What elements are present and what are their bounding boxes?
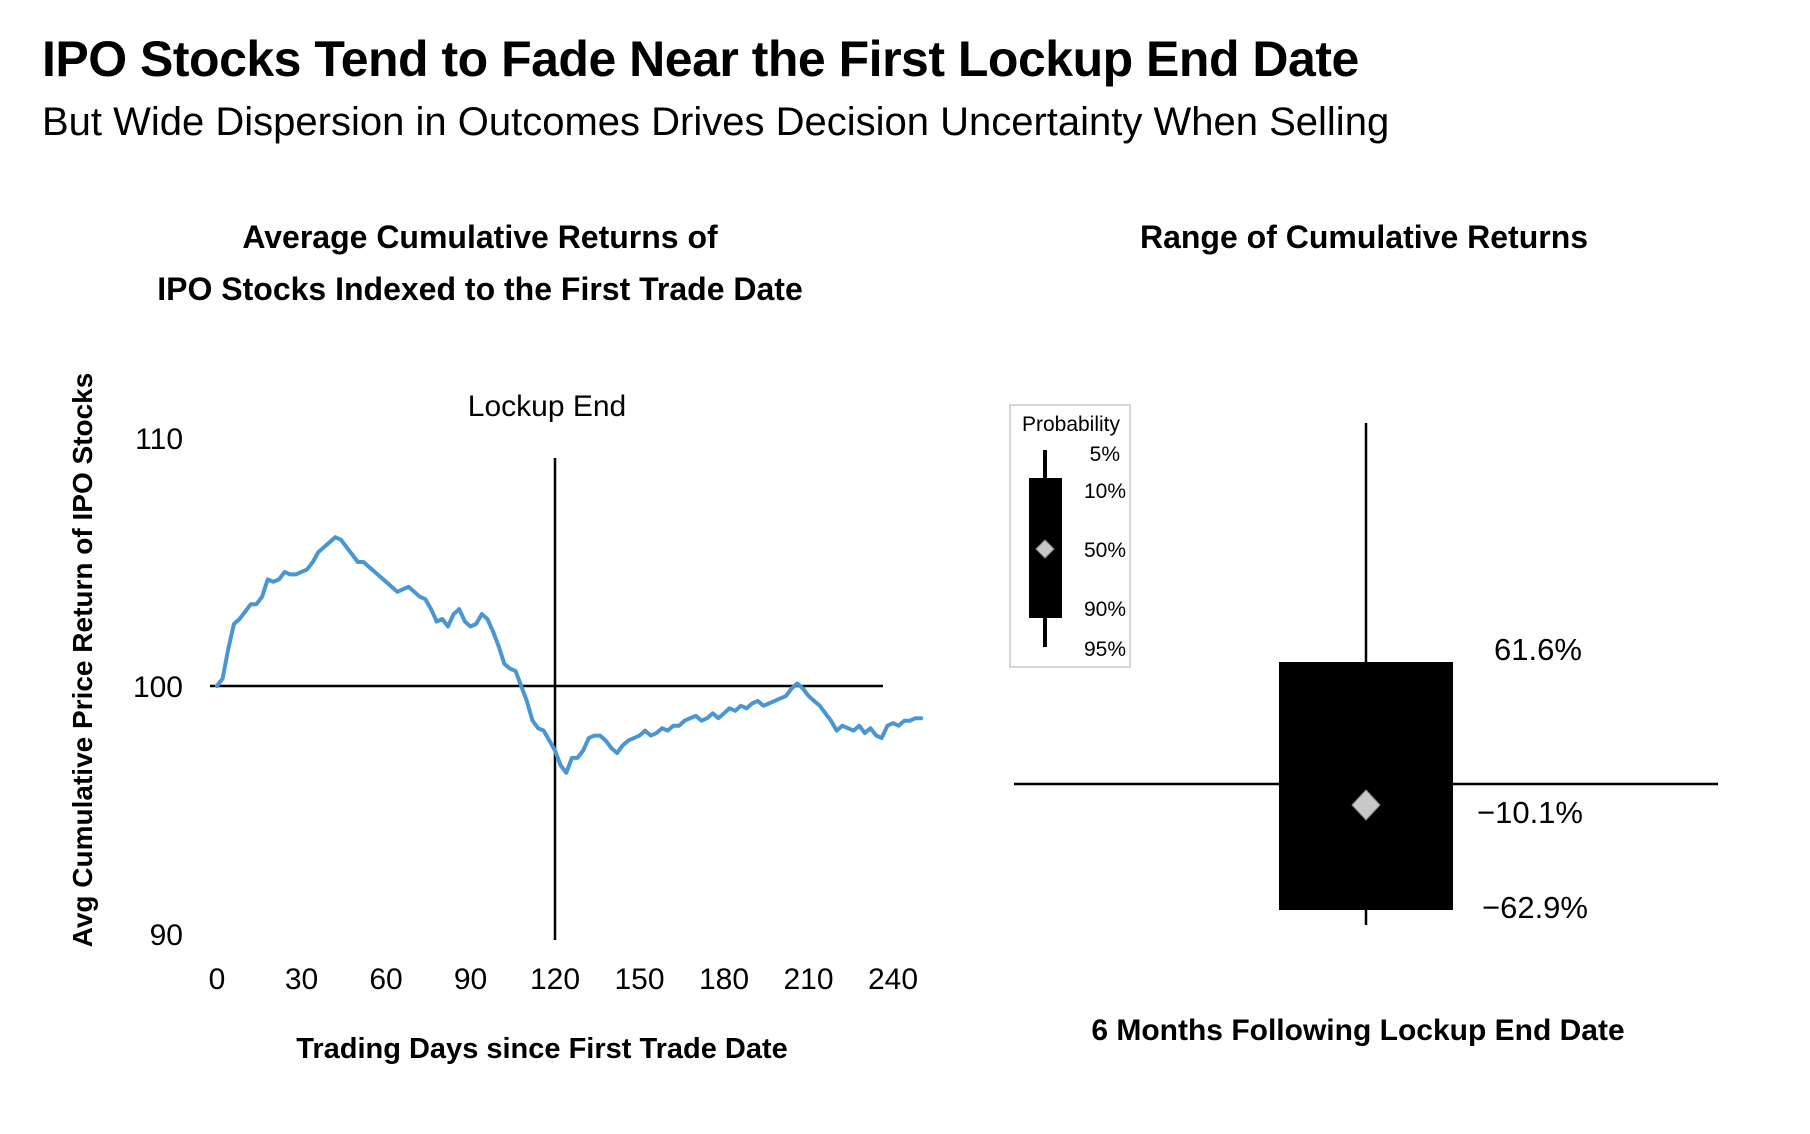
y-tick-label: 100 — [133, 671, 183, 704]
y-tick-label: 90 — [150, 919, 183, 952]
x-tick-label: 30 — [285, 963, 318, 996]
x-tick-label: 180 — [699, 963, 749, 996]
legend-label-90: 90% — [1084, 598, 1126, 621]
x-axis-label: Trading Days since First Trade Date — [296, 1033, 788, 1065]
page-title: IPO Stocks Tend to Fade Near the First L… — [42, 31, 1359, 87]
box-p10-p90 — [1279, 662, 1453, 910]
y-tick-label: 110 — [135, 423, 183, 456]
p90-value-label: 61.6% — [1494, 632, 1582, 667]
box-chart-title: Range of Cumulative Returns — [1140, 219, 1588, 255]
line-chart: Average Cumulative Returns of IPO Stocks… — [67, 219, 924, 1065]
legend-title: Probability — [1022, 413, 1121, 436]
x-tick-label: 150 — [614, 963, 664, 996]
x-tick-label: 240 — [868, 963, 918, 996]
legend-label-10: 10% — [1084, 480, 1126, 503]
legend-label-95: 95% — [1084, 638, 1126, 661]
page-subtitle: But Wide Dispersion in Outcomes Drives D… — [42, 100, 1390, 144]
legend-median-diamond — [1035, 539, 1055, 559]
p50-value-label: −10.1% — [1477, 795, 1583, 830]
probability-legend: Probability 5% 10% 50% 90% 95% — [1009, 404, 1131, 668]
avg-return-series-line — [215, 535, 924, 775]
line-chart-title-line-1: Average Cumulative Returns of — [242, 219, 718, 255]
line-chart-title-line-2: IPO Stocks Indexed to the First Trade Da… — [157, 271, 803, 307]
x-tick-labels: 0 30 60 90 120 150 180 210 240 — [209, 963, 918, 996]
legend-label-50: 50% — [1084, 539, 1126, 562]
x-tick-label: 60 — [369, 963, 402, 996]
p10-value-label: −62.9% — [1482, 890, 1588, 925]
box-chart-x-label: 6 Months Following Lockup End Date — [1091, 1014, 1624, 1047]
median-diamond — [1351, 789, 1381, 821]
y-tick-labels: 90 100 110 — [133, 423, 183, 952]
legend-label-5: 5% — [1090, 443, 1120, 466]
x-tick-label: 210 — [783, 963, 833, 996]
x-tick-label: 90 — [454, 963, 487, 996]
x-tick-label: 0 — [209, 963, 226, 996]
box-chart: Range of Cumulative Returns 6 Months Fol… — [1009, 219, 1718, 1047]
y-axis-label: Avg Cumulative Price Return of IPO Stock… — [67, 373, 98, 948]
x-tick-label: 120 — [530, 963, 580, 996]
lockup-end-label: Lockup End — [468, 390, 626, 423]
